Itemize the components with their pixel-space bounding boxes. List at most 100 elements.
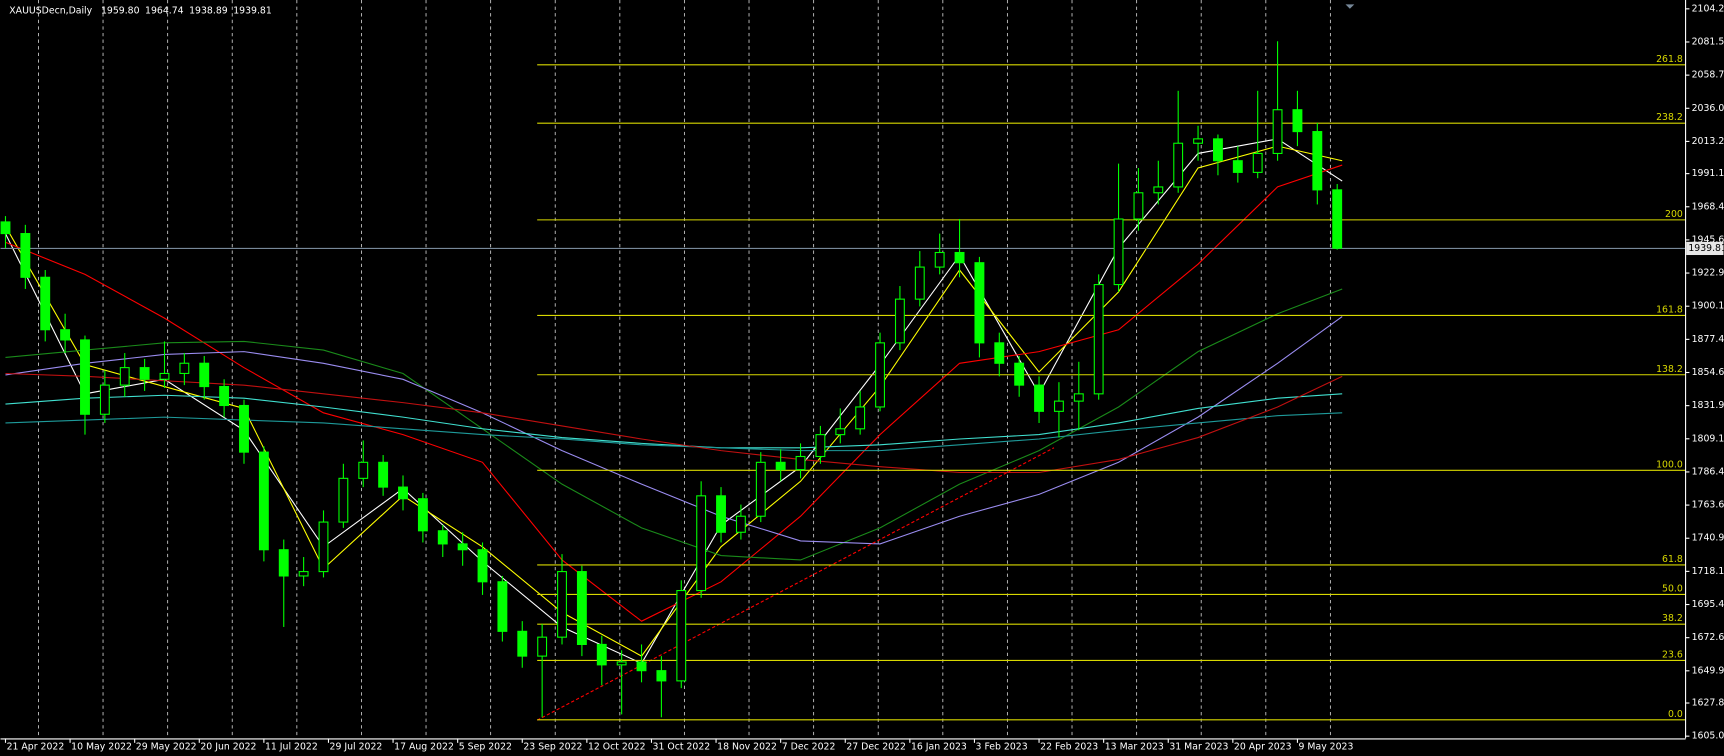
candle-body xyxy=(1053,400,1064,412)
quote-value: 1938.89 xyxy=(189,5,228,16)
x-tick-label: 20 Apr 2023 xyxy=(1234,742,1292,753)
quote-value: 1939.81 xyxy=(233,5,272,16)
quote-value: 1964.74 xyxy=(145,5,184,16)
moving-average xyxy=(5,393,1343,449)
x-tick-label: 31 Mar 2023 xyxy=(1169,742,1228,753)
y-tick-label: 1922.90 xyxy=(1692,268,1724,279)
x-tick-label: 13 Mar 2023 xyxy=(1105,742,1164,753)
fibo-label: 238.2 xyxy=(1656,112,1683,123)
candle-body xyxy=(1173,142,1184,188)
candle-body xyxy=(179,362,190,374)
y-tick-label: 1763.65 xyxy=(1692,500,1724,511)
candle-body xyxy=(557,571,567,638)
x-tick-label: 29 Jul 2022 xyxy=(330,742,383,753)
candle-body xyxy=(497,581,508,632)
candle-body xyxy=(596,643,607,666)
fibo-label: 50.0 xyxy=(1662,583,1683,594)
candle-body xyxy=(636,661,647,672)
y-tick-label: 1831.90 xyxy=(1692,400,1724,411)
candle-body xyxy=(139,367,150,380)
x-tick-label: 11 Jul 2022 xyxy=(265,742,318,753)
candle-body xyxy=(815,434,826,458)
candle-body xyxy=(1272,109,1283,154)
candle-body xyxy=(676,589,687,682)
fibo-label: 0.0 xyxy=(1668,709,1683,720)
moving-average xyxy=(5,288,1343,561)
x-tick-label: 20 Jun 2022 xyxy=(200,742,256,753)
candle-body xyxy=(80,339,90,415)
x-tick-label: 18 Nov 2022 xyxy=(717,742,777,753)
fibo-label: 261.8 xyxy=(1656,54,1683,65)
x-tick-label: 23 Sep 2022 xyxy=(523,742,582,753)
symbol: XAUUSDecn,Daily xyxy=(9,5,92,16)
candles xyxy=(0,41,1343,718)
candle-body xyxy=(855,406,866,430)
y-tick-label: 2058.75 xyxy=(1692,70,1724,81)
x-tick-label: 12 Oct 2022 xyxy=(588,742,646,753)
fibo-label: 161.8 xyxy=(1656,304,1683,315)
x-tick-label: 21 Apr 2022 xyxy=(7,742,65,753)
moving-average xyxy=(5,412,1343,452)
x-tick-label: 5 Sep 2022 xyxy=(459,742,512,753)
candle-body xyxy=(755,461,766,517)
candle-body xyxy=(437,530,448,545)
candle-body xyxy=(159,372,170,380)
bid-label: 1939.81 xyxy=(1688,243,1724,254)
candle-body xyxy=(20,233,31,278)
candle-body xyxy=(735,515,746,533)
candle-body xyxy=(537,636,548,657)
candle-body xyxy=(656,670,667,682)
y-tick-label: 1627.80 xyxy=(1692,698,1724,709)
candle-body xyxy=(1034,384,1044,412)
trendline xyxy=(536,447,1055,721)
candle-body xyxy=(795,455,806,471)
candle-body xyxy=(40,276,51,331)
shift-marker xyxy=(1345,4,1355,9)
candle-body xyxy=(914,266,925,300)
candle-body xyxy=(1093,284,1104,395)
y-tick-label: 2104.25 xyxy=(1692,3,1724,14)
candle-body xyxy=(1014,362,1025,386)
y-tick-label: 1672.65 xyxy=(1692,632,1724,643)
y-tick-label: 1968.40 xyxy=(1692,201,1724,212)
candle-body xyxy=(716,495,726,533)
fibo-label: 38.2 xyxy=(1662,613,1683,624)
candle-body xyxy=(954,251,965,264)
candle-body xyxy=(1312,131,1323,191)
fibo-label: 200 xyxy=(1665,209,1683,220)
candle-body xyxy=(199,362,210,388)
y-tick-label: 1809.15 xyxy=(1692,433,1724,444)
y-tick-label: 1786.40 xyxy=(1692,466,1724,477)
fibo-label: 138.2 xyxy=(1656,364,1683,375)
x-tick-label: 17 Aug 2022 xyxy=(394,742,454,753)
candle-body xyxy=(60,329,71,341)
bid-box xyxy=(1686,241,1724,256)
y-tick-label: 1649.90 xyxy=(1692,665,1724,676)
y-tick-label: 1877.40 xyxy=(1692,334,1724,345)
candle-body xyxy=(1153,186,1164,194)
y-tick-label: 1718.15 xyxy=(1692,566,1724,577)
x-tick-label: 27 Dec 2022 xyxy=(846,742,906,753)
candle-body xyxy=(994,342,1005,364)
candle-body xyxy=(378,461,389,488)
fibo-label: 23.6 xyxy=(1662,649,1683,660)
candle-body xyxy=(1232,160,1243,173)
x-tick-label: 3 Feb 2023 xyxy=(976,742,1028,753)
x-tick-label: 31 Oct 2022 xyxy=(653,742,711,753)
candle-body xyxy=(1113,218,1124,286)
candle-body xyxy=(934,251,945,268)
candle-body xyxy=(775,461,786,471)
candle-body xyxy=(894,298,905,344)
candle-body xyxy=(1292,109,1303,133)
candle-body xyxy=(1332,189,1343,249)
candle-body xyxy=(119,367,130,386)
axes: 21 Apr 2022 10 May 2022 29 May 2022 20 Jun … xyxy=(4,3,1724,753)
y-tick-label: 1740.90 xyxy=(1692,533,1724,544)
candle-body xyxy=(219,386,230,407)
candle-body xyxy=(457,543,468,551)
candle-body xyxy=(616,661,627,666)
candle-body xyxy=(835,428,846,436)
moving-average xyxy=(5,372,1343,474)
candle-body xyxy=(298,571,309,577)
